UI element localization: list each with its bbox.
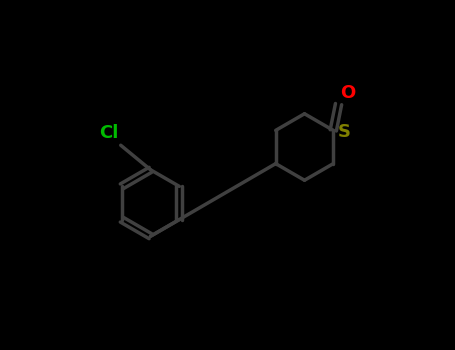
Text: S: S — [338, 123, 350, 141]
Text: Cl: Cl — [100, 125, 119, 142]
Text: O: O — [340, 84, 355, 103]
